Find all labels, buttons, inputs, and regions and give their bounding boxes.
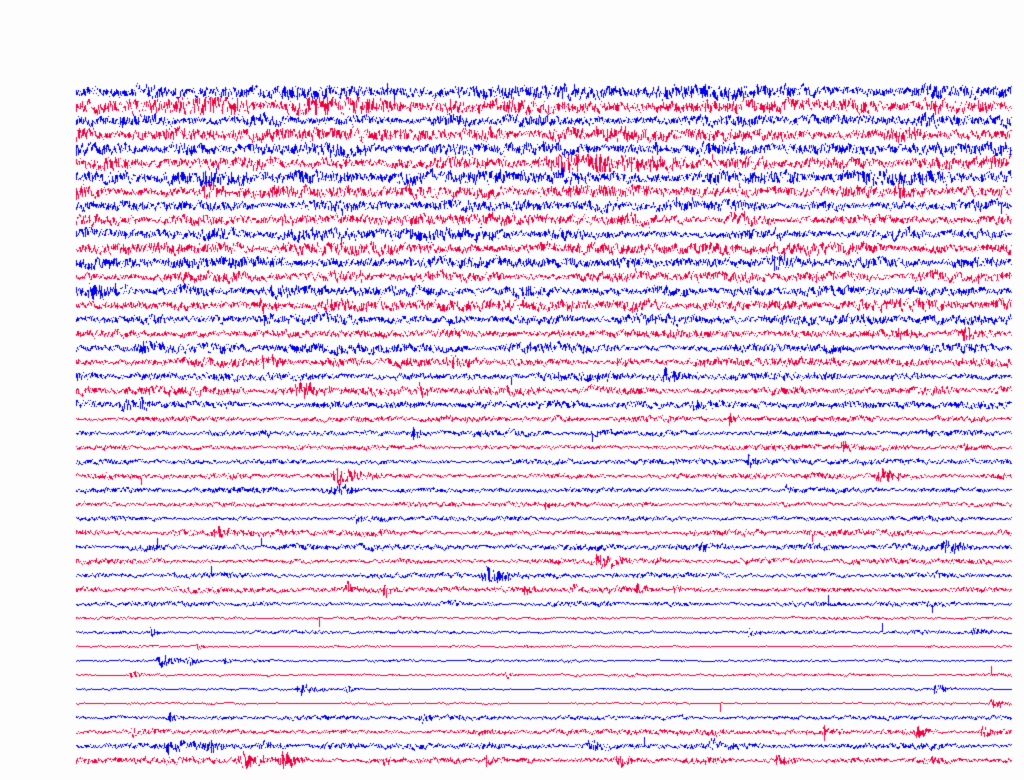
seismogram-traces: [0, 0, 1024, 780]
seismogram-page: HT Xorichti (Volos) Applied filter: WWSS…: [0, 0, 1024, 780]
